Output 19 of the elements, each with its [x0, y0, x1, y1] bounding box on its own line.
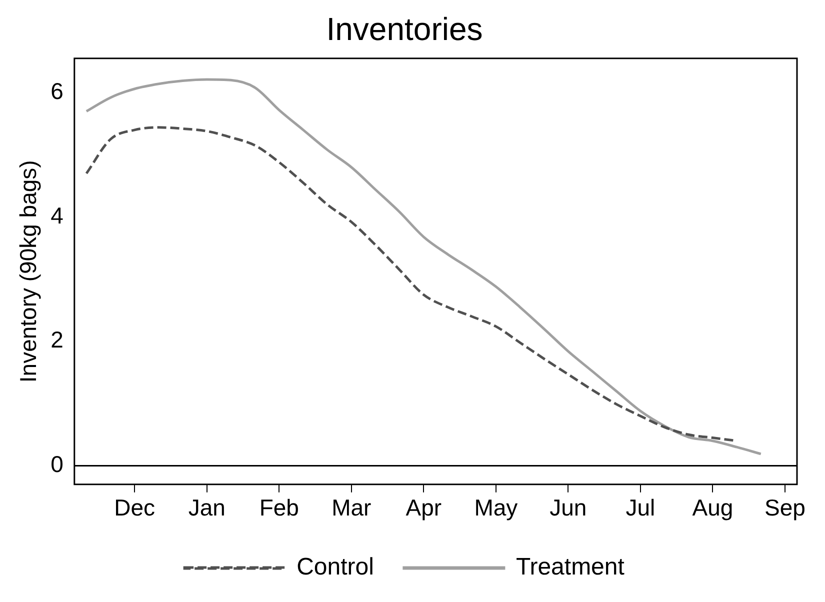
legend-label: Control: [296, 554, 374, 581]
x-tick-label: Aug: [692, 494, 734, 521]
y-tick-label: 6: [50, 78, 64, 104]
x-tick-label: Sep: [764, 494, 806, 521]
y-tick-label: 4: [50, 202, 64, 228]
x-tick-label: Jan: [188, 494, 226, 521]
x-tick-label: Apr: [406, 494, 442, 521]
x-tick-label: May: [474, 494, 518, 521]
legend-label: Treatment: [516, 554, 625, 581]
y-tick-label: 0: [50, 451, 64, 478]
x-tick-label: Jul: [626, 494, 656, 521]
x-tick-label: Dec: [114, 494, 156, 521]
chart-title: Inventories: [326, 11, 483, 48]
y-axis-title: Inventory (90kg bags): [15, 160, 42, 383]
x-tick-label: Feb: [259, 494, 299, 521]
x-tick-label: Jun: [550, 494, 587, 521]
line-series: [85, 78, 762, 456]
x-tick-label: Mar: [332, 494, 372, 521]
y-tick-label: 2: [50, 326, 64, 353]
